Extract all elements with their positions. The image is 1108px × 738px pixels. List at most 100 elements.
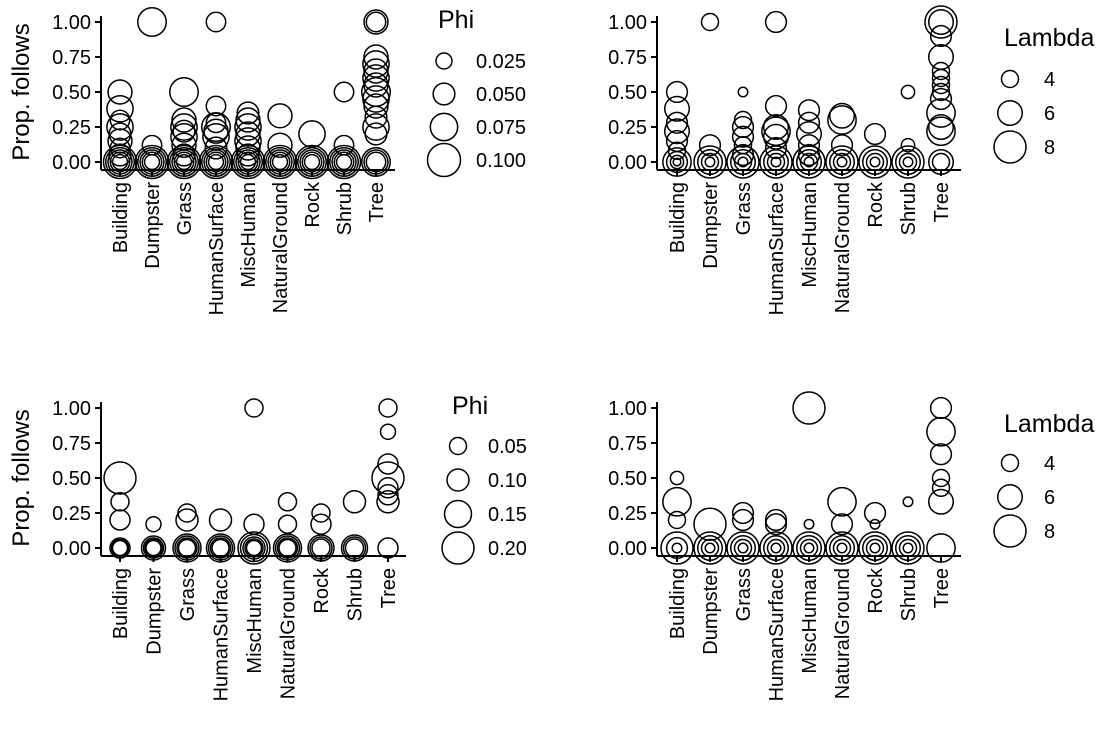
legend-key <box>446 468 470 492</box>
data-point <box>902 156 914 168</box>
legend-label: 6 <box>1044 103 1055 125</box>
x-tick-label: Dumpster <box>700 182 722 269</box>
data-point <box>243 513 265 535</box>
data-point <box>863 122 887 146</box>
data-point <box>869 156 881 168</box>
data-point <box>376 490 400 514</box>
data-point <box>792 531 826 565</box>
data-point <box>764 10 788 34</box>
data-point <box>803 542 815 554</box>
data-point <box>764 136 788 160</box>
y-tick-label: 0.75 <box>52 433 91 455</box>
data-point <box>862 149 888 175</box>
data-point <box>770 156 782 168</box>
data-point <box>698 134 722 157</box>
data-point <box>898 152 918 172</box>
data-point <box>900 137 916 153</box>
legend-key <box>993 130 1027 164</box>
data-point <box>234 127 262 155</box>
data-point <box>205 112 227 134</box>
data-point <box>267 132 293 158</box>
data-point <box>763 114 789 140</box>
x-tick-label: Tree <box>366 182 388 222</box>
data-point <box>344 538 365 558</box>
y-tick-label: 0.50 <box>52 82 91 104</box>
data-point <box>377 537 399 559</box>
data-point <box>377 453 399 475</box>
data-point <box>236 143 260 167</box>
legend-label: 0.20 <box>488 538 527 560</box>
data-point <box>667 141 687 161</box>
data-point <box>111 539 129 557</box>
plot-panel-phi-top: 0.00 0.25 0.50 0.75 1.00 Prop. follows Buildin… <box>8 6 526 315</box>
data-point <box>770 542 782 554</box>
x-tick-label: MiscHuman <box>244 568 266 674</box>
data-point <box>209 537 232 559</box>
data-point <box>326 144 362 180</box>
data-point <box>761 116 791 147</box>
y-tick-label: 0.00 <box>52 152 91 174</box>
x-tick-label: Grass <box>733 568 755 621</box>
legend-label: 6 <box>1044 487 1055 509</box>
data-point <box>208 508 233 532</box>
data-point <box>207 153 225 171</box>
data-point <box>662 147 692 177</box>
data-point <box>142 537 165 559</box>
data-point <box>176 537 198 559</box>
x-tick-label: Tree <box>931 182 953 222</box>
data-point <box>764 513 788 536</box>
data-point <box>363 149 389 175</box>
data-point <box>669 470 685 486</box>
legend-key <box>1000 69 1020 89</box>
y-tick-label: 0.50 <box>52 468 91 490</box>
legend-key <box>1000 453 1020 473</box>
legend-label: 0.025 <box>476 51 526 73</box>
data-point <box>171 107 197 133</box>
data-point <box>204 136 228 160</box>
data-point <box>378 398 398 418</box>
data-point <box>898 538 918 558</box>
x-tick-label: Tree <box>378 568 400 608</box>
data-point <box>929 24 953 48</box>
legend-label: 8 <box>1044 137 1055 159</box>
plot-panel-phi-bottom: 0.00 0.25 0.50 0.75 1.00 Prop. follows Buildin… <box>8 392 527 701</box>
data-point <box>203 118 229 144</box>
y-axis-title: Prop. follows <box>8 23 35 160</box>
data-point <box>175 508 199 532</box>
x-tick-label: Rock <box>865 567 887 614</box>
data-point <box>362 64 390 92</box>
data-point <box>797 99 821 122</box>
plot-panel-lambda-top: 0.00 0.25 0.50 0.75 1.00 Building Dumpster Gras… <box>608 5 1094 315</box>
data-point <box>145 515 162 533</box>
legend-label: 8 <box>1044 521 1055 543</box>
data-point <box>166 144 202 180</box>
y-axis-title: Prop. follows <box>8 409 35 546</box>
x-tick-label: MiscHuman <box>799 568 821 674</box>
data-point <box>109 109 131 131</box>
data-point <box>272 533 303 563</box>
data-point <box>363 58 389 84</box>
data-point <box>672 157 682 167</box>
data-point <box>931 82 951 102</box>
data-point <box>928 149 954 175</box>
data-point <box>797 134 821 157</box>
data-point <box>107 149 133 175</box>
data-point <box>902 542 914 554</box>
x-tick-label: Dumpster <box>142 182 164 269</box>
data-point <box>671 542 683 554</box>
data-point <box>665 129 689 153</box>
data-point <box>267 149 293 175</box>
data-point <box>269 151 291 173</box>
data-point <box>365 11 387 33</box>
data-point <box>733 538 753 558</box>
data-point <box>235 107 261 133</box>
y-tick-label: 0.25 <box>608 117 647 139</box>
data-point <box>303 153 321 171</box>
data-point <box>277 514 298 534</box>
data-point <box>829 535 855 561</box>
data-point <box>239 153 257 171</box>
data-point <box>797 143 821 167</box>
data-point <box>928 488 954 515</box>
legend-label: 0.050 <box>476 84 526 106</box>
data-point <box>763 535 789 561</box>
